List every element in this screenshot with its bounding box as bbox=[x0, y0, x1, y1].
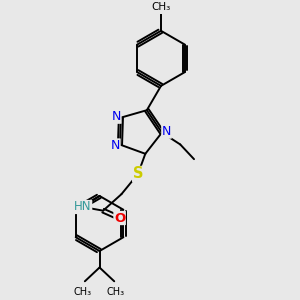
Text: CH₃: CH₃ bbox=[107, 287, 125, 297]
Text: HN: HN bbox=[74, 200, 92, 214]
Text: O: O bbox=[114, 212, 125, 224]
Text: CH₃: CH₃ bbox=[74, 287, 92, 297]
Text: S: S bbox=[133, 167, 143, 182]
Text: N: N bbox=[162, 125, 171, 138]
Text: N: N bbox=[112, 110, 121, 123]
Text: CH₃: CH₃ bbox=[152, 2, 171, 13]
Text: N: N bbox=[111, 139, 120, 152]
